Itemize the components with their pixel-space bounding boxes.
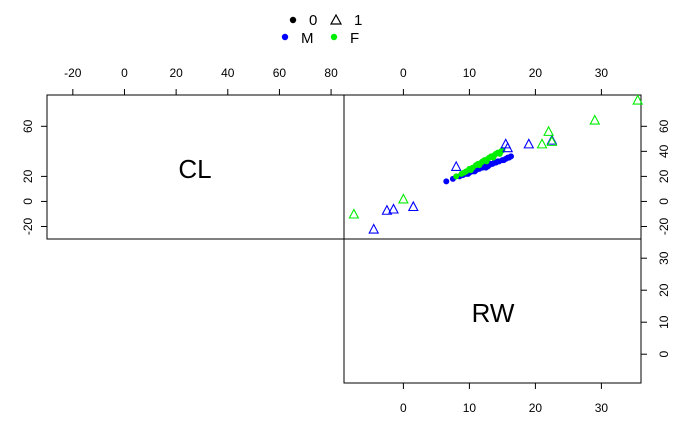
data-point-triangle [632, 94, 644, 105]
axis-tick-label: 20 [21, 169, 35, 183]
variable-label-cl: CL [178, 154, 211, 184]
axis-tick-label: 10 [463, 66, 477, 80]
axis-tick-label: 30 [595, 66, 609, 80]
data-point-triangle [589, 114, 601, 125]
data-point-triangle [543, 125, 555, 136]
axis-tick-label: 0 [400, 66, 407, 80]
axis-tick-label: 20 [529, 401, 543, 415]
legend-shape-label-0: 0 [309, 12, 317, 29]
axis-tick-label: 0 [400, 401, 407, 415]
axis-tick-label: 0 [21, 198, 35, 205]
axis-tick-label: -20 [64, 66, 82, 80]
data-point-triangle [502, 141, 514, 153]
data-point-triangle [388, 203, 399, 214]
data-point-triangle [407, 200, 419, 212]
data-point-triangle [546, 134, 558, 145]
data-point-triangle [368, 223, 380, 234]
axis-tick-label: 20 [657, 169, 671, 183]
data-point-circle [443, 178, 450, 185]
panel-cl-vs-rw-scatter [343, 94, 642, 240]
legend-shape-open-triangle [329, 13, 343, 25]
variable-label-rw: RW [472, 298, 515, 328]
data-point-circle [476, 162, 483, 169]
data-point-triangle [348, 208, 360, 219]
legend-color-m [281, 33, 289, 41]
data-point-circle [467, 167, 474, 174]
axis-cl-top: -20 0 20 40 60 80 [64, 66, 338, 95]
data-point-circle [484, 163, 491, 170]
axis-tick-label: 0 [657, 351, 671, 358]
data-point-triangle [397, 193, 409, 204]
data-point-triangle [381, 204, 393, 215]
axis-tick-label: -20 [21, 217, 35, 235]
data-point-triangle [523, 138, 535, 149]
data-point-circle [491, 159, 498, 166]
data-point-circle [453, 173, 460, 180]
legend: 0 1 M F [281, 12, 362, 47]
axis-tick-label: 0 [657, 198, 671, 205]
axis-tick-label: 40 [657, 144, 671, 158]
panel-rw-diagonal [343, 238, 642, 384]
axis-tick-label: 60 [273, 66, 287, 80]
axis-tick-label: 60 [657, 119, 671, 133]
axis-rw-right: 0 10 20 30 [641, 251, 671, 358]
axis-tick-label: 20 [169, 66, 183, 80]
scatter-points [348, 94, 644, 234]
data-point-triangle [536, 138, 548, 149]
axis-tick-label: 60 [21, 119, 35, 133]
axis-cl-right: -20 0 20 40 60 [641, 119, 671, 235]
axis-cl-left: -20 0 20 60 [21, 119, 47, 235]
axis-tick-label: -20 [657, 217, 671, 235]
legend-color-f [330, 33, 338, 41]
axis-tick-label: 30 [657, 251, 671, 265]
data-point-circle [483, 158, 490, 165]
axis-tick-label: 30 [595, 401, 609, 415]
data-point-circle [504, 154, 511, 161]
axis-rw-top: 0 10 20 30 [400, 66, 608, 95]
axis-tick-label: 80 [324, 66, 338, 80]
legend-color-label-f: F [350, 30, 359, 47]
axis-tick-label: 20 [529, 66, 543, 80]
axis-rw-bottom: 0 10 20 30 [400, 383, 608, 415]
data-point-triangle [546, 135, 558, 146]
data-point-triangle [450, 160, 462, 171]
axis-tick-label: 0 [121, 66, 128, 80]
axis-tick-label: 20 [657, 283, 671, 297]
axis-tick-label: 10 [463, 401, 477, 415]
legend-shape-label-1: 1 [354, 12, 362, 29]
legend-color-label-m: M [301, 30, 314, 47]
axis-tick-label: 10 [657, 315, 671, 329]
axis-tick-label: 40 [221, 66, 235, 80]
data-point-circle [496, 150, 503, 157]
legend-shape-filled-circle [289, 16, 297, 24]
data-point-circle [490, 154, 497, 161]
data-point-circle [461, 169, 468, 176]
